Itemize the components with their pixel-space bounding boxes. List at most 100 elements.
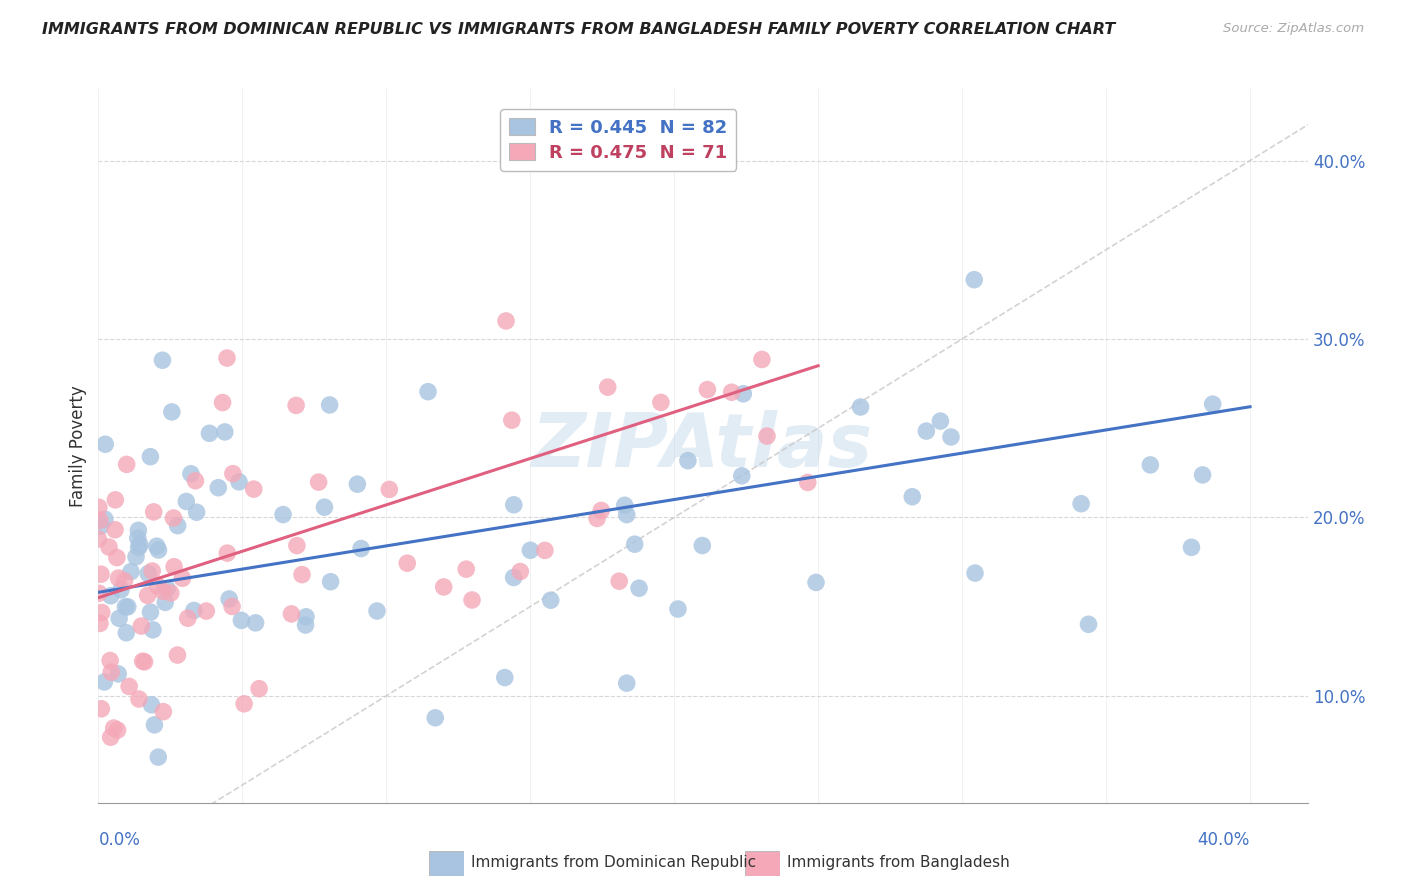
Point <box>105 550 128 565</box>
Point <box>90 519 112 533</box>
Point <box>107 723 129 738</box>
Point <box>159 586 181 600</box>
Point <box>433 580 456 594</box>
Point <box>139 450 162 464</box>
Point <box>596 380 619 394</box>
Point <box>89 616 111 631</box>
Point <box>233 697 256 711</box>
Text: IMMIGRANTS FROM DOMINICAN REPUBLIC VS IMMIGRANTS FROM BANGLADESH FAMILY POVERTY : IMMIGRANTS FROM DOMINICAN REPUBLIC VS IM… <box>42 22 1115 37</box>
Point <box>145 539 167 553</box>
Point <box>183 603 205 617</box>
Point <box>117 599 139 614</box>
Point <box>378 483 401 497</box>
Point <box>346 477 368 491</box>
Point <box>87 500 110 515</box>
Point <box>314 500 336 515</box>
Point <box>98 654 121 668</box>
Point <box>146 579 169 593</box>
Point <box>221 599 243 614</box>
Point <box>114 599 136 614</box>
Point <box>128 538 150 552</box>
Point <box>163 559 186 574</box>
Point <box>623 537 645 551</box>
Point <box>1077 617 1099 632</box>
Point <box>613 498 636 512</box>
Point <box>586 511 609 525</box>
Point <box>107 571 129 585</box>
Point <box>519 543 541 558</box>
Point <box>616 508 638 522</box>
Point <box>90 606 112 620</box>
Point <box>141 564 163 578</box>
Point <box>127 524 149 538</box>
Text: ZIPAtlas: ZIPAtlas <box>533 409 873 483</box>
Point <box>1070 497 1092 511</box>
Legend: R = 0.445  N = 82, R = 0.475  N = 71: R = 0.445 N = 82, R = 0.475 N = 71 <box>501 109 737 171</box>
Point <box>696 383 718 397</box>
Point <box>676 453 699 467</box>
Point <box>155 595 177 609</box>
Point <box>534 543 557 558</box>
Point <box>214 425 236 439</box>
Point <box>162 511 184 525</box>
Point <box>180 467 202 481</box>
Text: 40.0%: 40.0% <box>1198 831 1250 849</box>
Point <box>115 458 138 472</box>
Point <box>108 611 131 625</box>
Point <box>148 543 170 558</box>
Text: Immigrants from Dominican Republic: Immigrants from Dominican Republic <box>471 855 756 870</box>
Point <box>176 494 198 508</box>
Point <box>396 556 419 570</box>
Point <box>929 414 952 428</box>
Point <box>285 539 308 553</box>
Point <box>495 314 517 328</box>
Point <box>87 586 110 600</box>
Point <box>98 540 121 554</box>
Point <box>291 567 314 582</box>
Point <box>245 615 267 630</box>
Point <box>166 518 188 533</box>
Point <box>280 607 302 621</box>
Point <box>100 730 122 744</box>
Point <box>141 698 163 712</box>
Point <box>222 467 245 481</box>
Text: 0.0%: 0.0% <box>98 831 141 849</box>
Text: Source: ZipAtlas.com: Source: ZipAtlas.com <box>1223 22 1364 36</box>
Point <box>103 721 125 735</box>
Point <box>152 353 174 368</box>
Point <box>107 667 129 681</box>
Point <box>733 386 755 401</box>
Point <box>127 531 149 545</box>
Point <box>1191 467 1213 482</box>
Point <box>184 474 207 488</box>
Point <box>540 593 562 607</box>
Point <box>591 503 613 517</box>
Point <box>616 676 638 690</box>
Point <box>100 589 122 603</box>
Point <box>849 400 872 414</box>
Point <box>804 575 827 590</box>
Point <box>308 475 330 489</box>
Point <box>756 429 779 443</box>
Point <box>366 604 388 618</box>
Point <box>198 426 221 441</box>
Point <box>136 566 159 581</box>
Point <box>115 625 138 640</box>
Point <box>128 692 150 706</box>
Point <box>211 395 233 409</box>
Point <box>501 413 523 427</box>
Point <box>1139 458 1161 472</box>
Point <box>231 613 253 627</box>
Point <box>217 546 239 560</box>
Point <box>166 648 188 662</box>
Point <box>509 565 531 579</box>
Point <box>416 384 439 399</box>
Point <box>89 513 111 527</box>
Point <box>160 405 183 419</box>
Point <box>114 574 136 588</box>
Point <box>901 490 924 504</box>
Point <box>350 541 373 556</box>
Point <box>152 705 174 719</box>
Point <box>90 702 112 716</box>
Point <box>87 532 110 546</box>
